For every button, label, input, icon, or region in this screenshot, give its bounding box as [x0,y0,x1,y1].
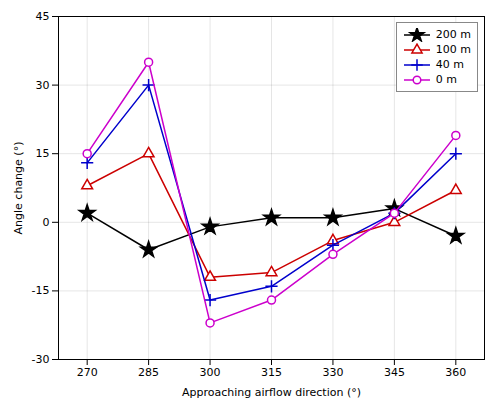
html-text:0 m: 0 m [435,73,457,86]
svg-text:-15: -15 [32,284,50,297]
svg-text:360: 360 [445,366,466,379]
html-text:40 m: 40 m [435,58,464,71]
svg-text:0: 0 [43,216,50,229]
svg-text:315: 315 [261,366,282,379]
svg-text:Angle change (°): Angle change (°) [12,142,25,235]
svg-text:285: 285 [138,366,159,379]
svg-text:30: 30 [36,79,50,92]
html-text:200 m: 200 m [435,28,471,41]
html-text:100 m: 100 m [435,43,471,56]
svg-text:-30: -30 [32,353,50,366]
svg-text:Approaching airflow direction: Approaching airflow direction (°) [182,386,361,399]
svg-text:45: 45 [36,10,50,23]
svg-text:300: 300 [200,366,221,379]
svg-text:270: 270 [77,366,98,379]
svg-text:345: 345 [384,366,405,379]
svg-text:330: 330 [322,366,343,379]
svg-text:15: 15 [36,147,50,160]
